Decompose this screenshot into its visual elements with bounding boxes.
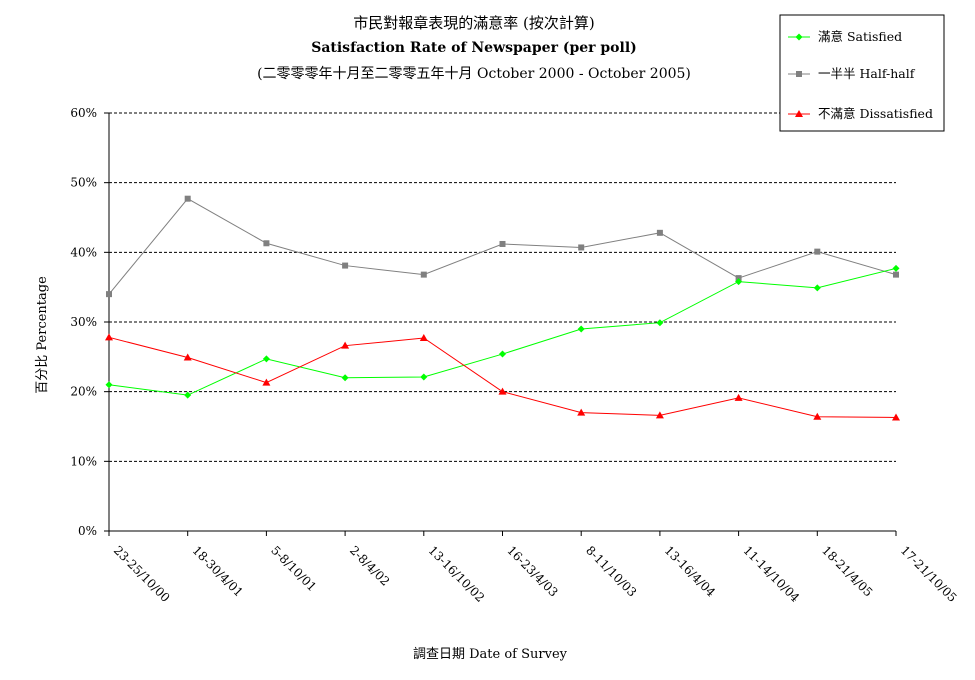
data-point	[262, 378, 271, 386]
y-tick-label: 30%	[70, 315, 97, 329]
x-tick-label: 13-16/4/04	[662, 543, 719, 600]
data-point	[734, 393, 743, 401]
y-tick-label: 40%	[70, 245, 97, 259]
series-2	[105, 333, 900, 421]
x-axis-title: 調查日期 Date of Survey	[413, 647, 568, 662]
y-tick-label: 20%	[70, 385, 97, 399]
data-point	[499, 240, 506, 247]
data-point	[498, 387, 507, 395]
x-tick-label: 18-30/4/01	[190, 543, 246, 599]
legend-item: 不滿意 Dissatisfied	[788, 106, 933, 121]
x-tick-label: 23-25/10/00	[111, 543, 173, 605]
chart-subtitle: Satisfaction Rate of Newspaper (per poll…	[311, 40, 637, 56]
data-point	[105, 333, 113, 341]
series-group	[105, 195, 900, 421]
x-tick-label: 5-8/10/01	[268, 543, 319, 594]
y-tick-label: 60%	[70, 106, 97, 120]
y-tick-label: 50%	[70, 176, 97, 190]
series-1	[106, 195, 899, 298]
data-point	[183, 353, 192, 361]
data-point	[796, 71, 802, 77]
data-point	[341, 374, 349, 382]
legend-item: 一半半 Half-half	[788, 66, 916, 81]
data-point	[656, 319, 664, 327]
series-0	[105, 264, 900, 399]
legend-box	[779, 14, 945, 132]
data-point	[420, 373, 428, 381]
x-tick-labels: 23-25/10/00 18-30/4/01 5-8/10/01 2-8/4/02 13…	[111, 543, 960, 605]
legend: 滿意 Satisfied 一半半 Half-half 不滿意 Dissatisfie…	[779, 14, 945, 132]
x-tick-label: 13-16/10/02	[426, 543, 488, 605]
data-point	[341, 341, 350, 349]
chart-date-range: (二零零零年十月至二零零五年十月 October 2000 - October …	[257, 66, 691, 82]
grid-lines	[109, 112, 896, 462]
data-point	[184, 391, 192, 399]
data-point	[893, 271, 899, 278]
data-point	[892, 264, 900, 272]
data-point	[656, 229, 663, 236]
data-point	[578, 244, 585, 251]
data-point	[262, 355, 270, 363]
legend-label: 不滿意 Dissatisfied	[818, 106, 933, 121]
x-tick-label: 18-21/4/05	[819, 543, 875, 599]
data-point	[813, 284, 821, 292]
data-point	[813, 412, 822, 420]
data-point	[577, 408, 586, 416]
legend-label: 一半半 Half-half	[818, 66, 916, 81]
x-tick-label: 11-14/10/04	[740, 543, 802, 605]
x-tick-label: 8-11/10/03	[583, 543, 639, 599]
legend-label: 滿意 Satisfied	[818, 29, 902, 44]
data-point	[795, 33, 803, 41]
series-line	[108, 267, 897, 396]
data-point	[106, 291, 112, 298]
x-tick-label: 16-23/4/03	[504, 543, 560, 599]
data-point	[499, 350, 506, 358]
x-tick-label: 17-21/10/05	[898, 543, 960, 605]
data-point	[263, 240, 270, 247]
data-point	[342, 262, 349, 269]
y-axis-title: 百分比 Percentage	[35, 276, 50, 394]
axes	[104, 112, 897, 536]
y-tick-labels: 0% 10% 20% 30% 40% 50% 60%	[70, 106, 97, 538]
data-point	[105, 381, 113, 389]
data-point	[184, 195, 191, 202]
x-tick-label: 2-8/4/02	[347, 543, 392, 588]
chart-title: 市民對報章表現的滿意率 (按次計算)	[353, 14, 594, 32]
legend-item: 滿意 Satisfied	[788, 29, 902, 44]
data-point	[419, 334, 428, 342]
data-point	[814, 248, 821, 255]
data-point	[892, 413, 900, 421]
y-tick-label: 10%	[70, 454, 97, 468]
data-point	[420, 271, 427, 278]
data-point	[655, 411, 664, 419]
y-tick-label: 0%	[78, 524, 97, 538]
data-point	[735, 278, 743, 286]
data-point	[577, 325, 585, 333]
data-point	[795, 110, 803, 117]
